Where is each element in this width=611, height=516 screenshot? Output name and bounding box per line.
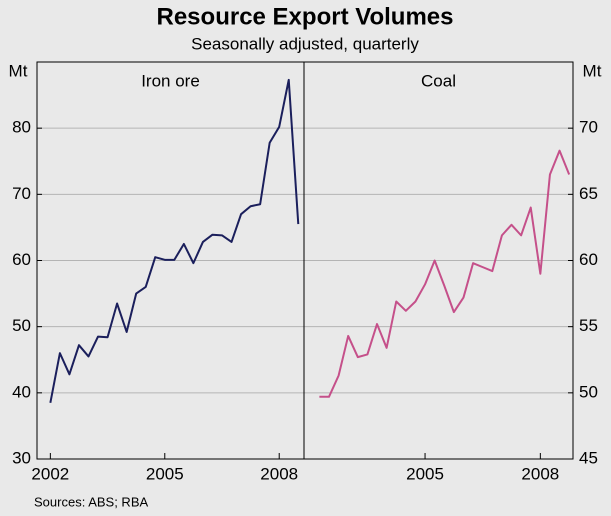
x-tick-label: 2005 xyxy=(146,464,184,483)
x-tick-label: 2008 xyxy=(521,464,559,483)
y2-tick-label: 70 xyxy=(579,118,598,137)
chart-subtitle: Seasonally adjusted, quarterly xyxy=(191,34,419,53)
y2-tick-label: 60 xyxy=(579,250,598,269)
x-tick-label: 2008 xyxy=(260,464,298,483)
panel-label: Iron ore xyxy=(141,71,200,90)
x-tick-label: 2002 xyxy=(31,464,69,483)
y2-unit: Mt xyxy=(583,61,602,80)
y-tick-label: 70 xyxy=(12,184,31,203)
y2-tick-label: 55 xyxy=(579,316,598,335)
x-tick-label: 2005 xyxy=(406,464,444,483)
y-tick-label: 40 xyxy=(12,382,31,401)
series-line xyxy=(319,149,571,398)
y-tick-label: 30 xyxy=(12,448,31,467)
series-line xyxy=(49,78,300,403)
y2-tick-label: 45 xyxy=(579,448,598,467)
y-tick-label: 50 xyxy=(12,316,31,335)
chart-title: Resource Export Volumes xyxy=(157,3,454,30)
plot-frame xyxy=(36,61,574,460)
y-unit: Mt xyxy=(9,61,28,80)
y-tick-label: 60 xyxy=(12,250,31,269)
y2-tick-label: 65 xyxy=(579,184,598,203)
y2-tick-label: 50 xyxy=(579,382,598,401)
y-tick-label: 80 xyxy=(12,118,31,137)
source: Sources: ABS; RBA xyxy=(34,494,148,509)
panel-label: Coal xyxy=(421,71,456,90)
